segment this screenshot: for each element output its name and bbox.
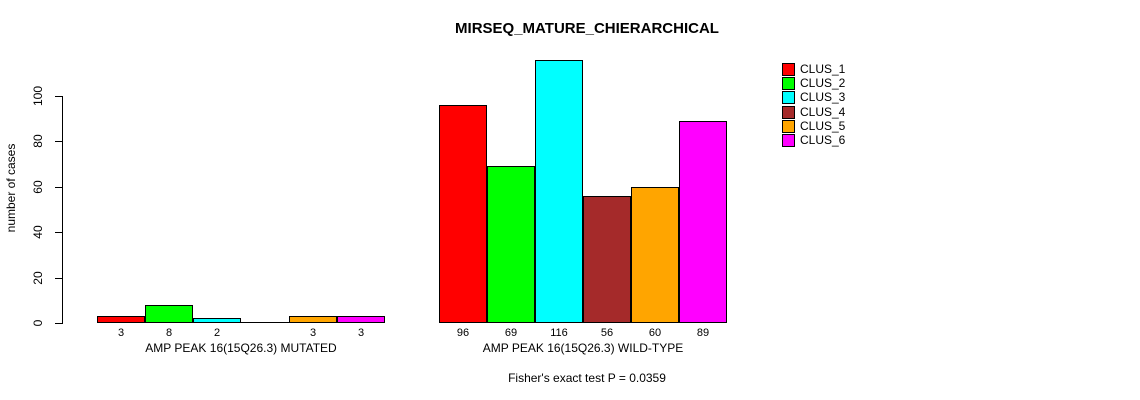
y-tick-label: 80 [31, 134, 45, 148]
bar-zero-clus_4-0 [241, 322, 289, 323]
chart-title: MIRSEQ_MATURE_CHIERARCHICAL [455, 20, 719, 37]
legend-swatch-clus_6 [782, 134, 795, 148]
legend-swatch-clus_3 [782, 91, 795, 105]
bar-value-label: 56 [600, 327, 614, 339]
bar-value-label: 3 [117, 327, 125, 339]
y-tick [55, 187, 62, 188]
bar-value-label: 69 [504, 327, 518, 339]
legend-row-clus_5: CLUS_5 [782, 119, 845, 133]
y-tick [55, 232, 62, 233]
legend-label: CLUS_1 [800, 61, 846, 76]
y-tick [55, 141, 62, 142]
y-tick-label: 40 [31, 225, 45, 239]
bar-value-label: 8 [165, 327, 173, 339]
bar-value-label: 96 [456, 327, 470, 339]
legend-row-clus_6: CLUS_6 [782, 133, 846, 148]
bar-value-label: 3 [357, 327, 365, 339]
bar-clus_6-0 [337, 316, 385, 323]
legend-label: CLUS_4 [800, 104, 846, 119]
bar-clus_6-1 [679, 121, 727, 323]
y-axis-line [62, 96, 63, 324]
legend-swatch-clus_1 [782, 62, 795, 76]
bar-value-label: 60 [648, 327, 662, 339]
bar-clus_4-1 [583, 196, 631, 323]
legend-row-clus_2: CLUS_2 [782, 76, 845, 90]
legend-row-clus_1: CLUS_1 [782, 62, 845, 76]
y-axis-title: number of cases [4, 143, 18, 233]
fisher-test-annotation: Fisher's exact test P = 0.0359 [508, 371, 666, 385]
bar-value-label: 89 [696, 327, 710, 339]
bar-clus_5-0 [289, 316, 337, 323]
legend-swatch-clus_5 [782, 119, 795, 133]
bar-clus_3-1 [535, 60, 583, 323]
bar-value-label: 2 [213, 327, 221, 339]
legend-label: CLUS_5 [800, 118, 846, 133]
legend-swatch-clus_2 [782, 76, 795, 90]
y-tick-label: 20 [31, 271, 45, 285]
legend-label: CLUS_6 [800, 133, 846, 148]
bar-clus_2-0 [145, 305, 193, 323]
bar-clus_3-0 [193, 318, 241, 323]
legend-label: CLUS_2 [800, 75, 846, 90]
bar-value-label: 3 [309, 327, 317, 339]
y-tick [55, 96, 62, 97]
legend: CLUS_1 CLUS_2 CLUS_3 CLUS_4 CLUS_5 CLUS_6 [782, 62, 845, 148]
legend-label: CLUS_3 [800, 90, 846, 105]
y-tick [55, 278, 62, 279]
y-tick-label: 60 [31, 180, 45, 194]
legend-row-clus_3: CLUS_3 [782, 91, 845, 105]
group-label-1: AMP PEAK 16(15Q26.3) WILD-TYPE [482, 341, 684, 355]
legend-row-clus_4: CLUS_4 [782, 105, 845, 119]
bar-clus_1-1 [439, 105, 487, 323]
bar-clus_5-1 [631, 187, 679, 323]
bar-clus_2-1 [487, 166, 535, 323]
group-label-0: AMP PEAK 16(15Q26.3) MUTATED [145, 341, 337, 355]
y-tick [55, 323, 62, 324]
legend-swatch-clus_4 [782, 105, 795, 119]
bar-value-label: 116 [550, 327, 568, 339]
y-tick-label: 0 [31, 319, 45, 327]
y-tick-label: 100 [31, 85, 45, 107]
bar-clus_1-0 [97, 316, 145, 323]
